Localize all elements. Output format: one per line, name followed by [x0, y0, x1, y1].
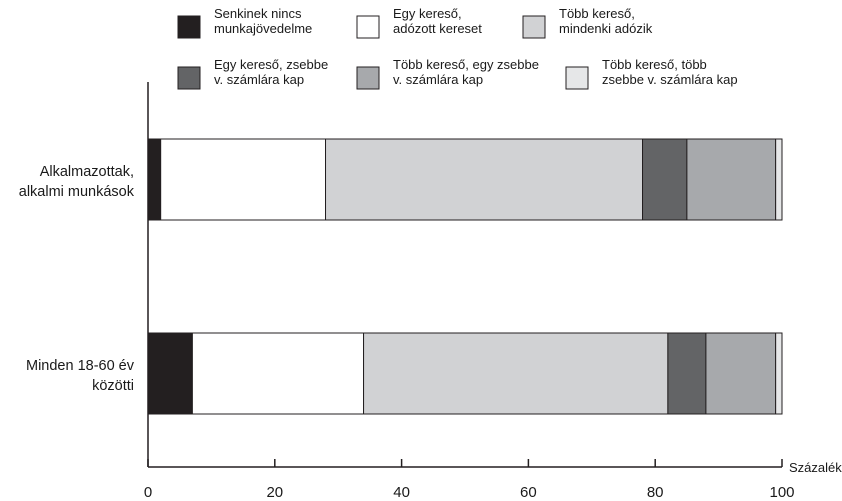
legend-swatch-3	[522, 15, 546, 39]
x-tick-label-40: 40	[393, 484, 410, 501]
bar-segment-2-4	[667, 332, 707, 415]
legend-label-2: Egy kereső, adózott kereset	[393, 6, 482, 36]
x-tick-label-20: 20	[266, 484, 283, 501]
legend-swatch-4	[177, 66, 201, 90]
legend-label-5: Több kereső, egy zsebbe v. számlára kap	[393, 57, 539, 87]
bar-segment-1-6	[775, 138, 783, 221]
bar-segment-1-4	[642, 138, 688, 221]
category-label-2: Minden 18-60 év közötti	[26, 358, 135, 394]
axes: 0 20 40 60 80 100 Százalék	[144, 82, 842, 501]
legend-label-6: Több kereső, több zsebbe v. számlára kap	[602, 57, 738, 87]
bar-segment-1-2	[160, 138, 327, 221]
legend: Senkinek nincs munkajövedelme Egy kereső, a…	[177, 6, 738, 90]
legend-swatch-5	[356, 66, 380, 90]
bars	[147, 138, 783, 415]
legend-label-1: Senkinek nincs munkajövedelme	[214, 6, 312, 36]
legend-swatch-6	[565, 66, 589, 90]
bar-segment-1-3	[325, 138, 644, 221]
x-tick-label-80: 80	[647, 484, 664, 501]
x-tick-label-0: 0	[144, 484, 152, 501]
legend-label-4: Egy kereső, zsebbe v. számlára kap	[214, 57, 328, 87]
x-tick-label-60: 60	[520, 484, 537, 501]
legend-swatch-1	[177, 15, 201, 39]
bar-segment-2-2	[191, 332, 365, 415]
x-tick-label-100: 100	[769, 484, 794, 501]
bar-segment-2-5	[705, 332, 777, 415]
category-label-1: Alkalmazottak, alkalmi munkások	[19, 164, 135, 200]
bar-segment-2-6	[775, 332, 783, 415]
bar-segment-2-3	[363, 332, 669, 415]
bar-segment-1-5	[686, 138, 777, 221]
bar-segment-1-1	[147, 138, 162, 221]
x-axis-title: Százalék	[789, 460, 842, 475]
legend-label-3: Több kereső, mindenki adózik	[559, 6, 653, 36]
bar-segment-2-1	[147, 332, 193, 415]
category-labels: Alkalmazottak, alkalmi munkások Minden 18-…	[19, 164, 135, 394]
legend-swatch-2	[356, 15, 380, 39]
